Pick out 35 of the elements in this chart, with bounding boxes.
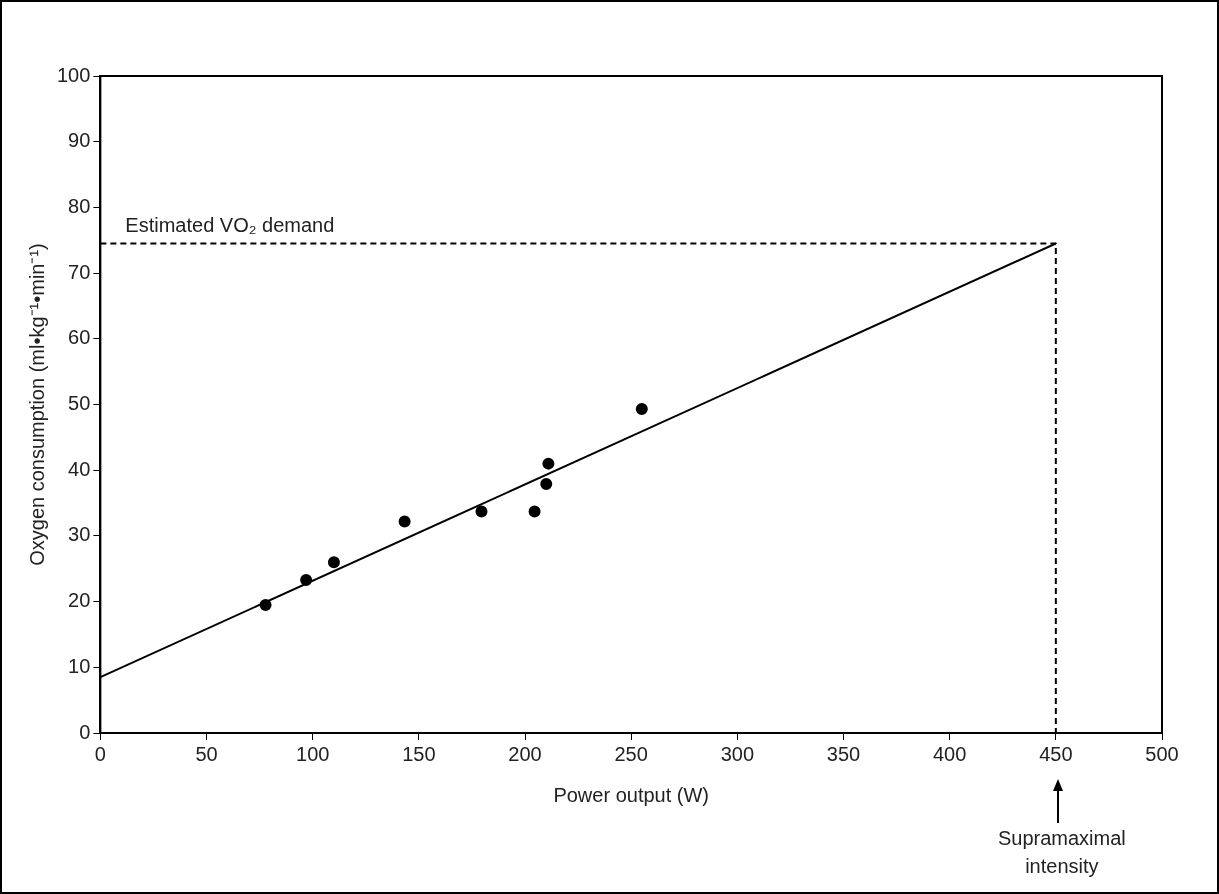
x-tick-label: 450 — [1039, 742, 1073, 765]
y-tick-label: 90 — [68, 129, 91, 152]
x-tick-label: 500 — [1145, 742, 1179, 765]
y-tick-label: 50 — [68, 392, 91, 415]
x-tick-label: 300 — [720, 742, 755, 765]
text: Supramaximal intensity — [997, 827, 1126, 877]
y-tick-label: 10 — [68, 654, 91, 677]
point — [542, 457, 555, 470]
x-tick-label: 400 — [932, 742, 967, 765]
x-tick-label: 0 — [94, 742, 106, 765]
y-axis-title: Oxygen consumption (ml•kg⁻¹•min⁻¹) — [25, 243, 48, 566]
y-tick-label: 40 — [68, 457, 91, 480]
x-tick-label: 50 — [195, 742, 218, 765]
point — [259, 598, 272, 611]
annotation: Estimated VO₂ demand — [125, 213, 335, 236]
y-tick-label: 0 — [79, 720, 91, 743]
y-tick-label: 30 — [68, 523, 91, 546]
x-tick-label: 100 — [296, 742, 330, 765]
y-tick-label: 80 — [68, 194, 91, 217]
x-tick-label: 200 — [508, 742, 542, 765]
y-tick-label: 60 — [68, 326, 91, 349]
x-axis-title: Power output (W) — [553, 783, 709, 806]
point — [635, 403, 648, 416]
point — [540, 478, 553, 490]
y-tick-label: 100 — [56, 63, 91, 86]
point — [528, 505, 541, 518]
x-tick-label: 250 — [614, 742, 648, 765]
y-tick-label: 20 — [68, 589, 91, 612]
y-tick-label: 70 — [68, 260, 91, 283]
x-tick-label: 150 — [402, 742, 436, 765]
point — [398, 515, 411, 528]
x-tick-label: 350 — [826, 742, 861, 765]
point — [300, 573, 313, 586]
point — [475, 505, 488, 518]
point — [327, 556, 340, 569]
